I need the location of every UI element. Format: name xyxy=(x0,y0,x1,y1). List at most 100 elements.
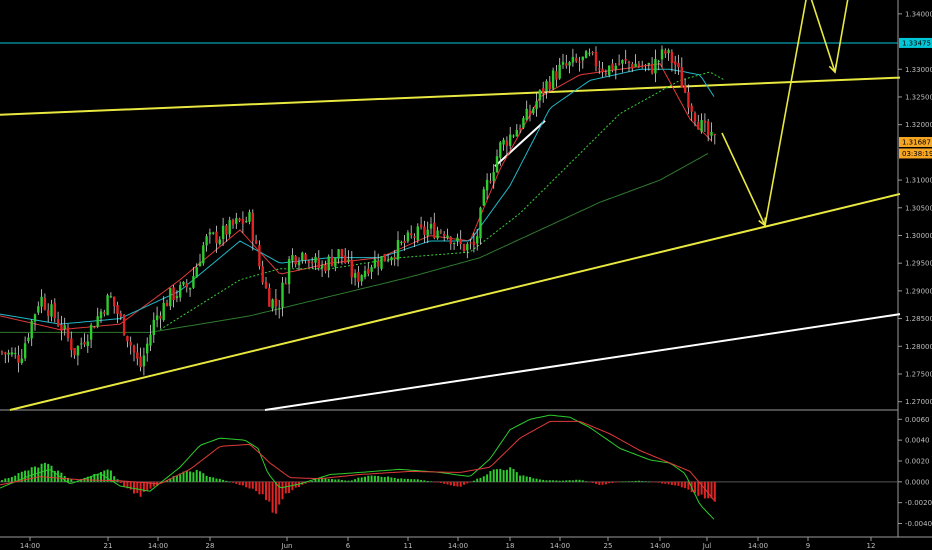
macd-histogram-bar xyxy=(192,472,195,482)
price-tick-label: 1.27000 xyxy=(905,398,932,406)
candle-body xyxy=(667,49,670,54)
candle-body xyxy=(165,302,169,307)
candle-body xyxy=(129,341,132,346)
macd-histogram-bar xyxy=(644,481,647,482)
macd-histogram-bar xyxy=(684,481,687,489)
candle-body xyxy=(30,320,33,339)
candle-body xyxy=(677,62,680,68)
candle-body xyxy=(380,256,383,269)
macd-histogram-bar xyxy=(317,478,320,482)
candle-body xyxy=(314,256,317,263)
candle-body xyxy=(443,233,446,237)
macd-histogram-bar xyxy=(248,481,251,489)
macd-histogram-bar xyxy=(449,481,452,486)
macd-histogram-bar xyxy=(340,480,343,482)
macd-histogram-bar xyxy=(469,481,472,483)
candle-body xyxy=(162,302,165,321)
candle-body xyxy=(561,61,565,65)
time-tick-label: 9 xyxy=(806,542,810,550)
macd-histogram-bar xyxy=(364,476,366,482)
macd-histogram-bar xyxy=(512,468,515,482)
candle-body xyxy=(535,101,538,110)
candle-body xyxy=(558,64,561,79)
candle-body xyxy=(466,244,469,251)
macd-histogram-bar xyxy=(565,480,568,482)
candle-body xyxy=(93,327,96,329)
macd-histogram-bar xyxy=(232,481,234,483)
candle-body xyxy=(512,135,515,137)
macd-histogram-bar xyxy=(238,481,241,486)
candle-body xyxy=(555,71,558,80)
macd-histogram-bar xyxy=(215,478,218,482)
macd-histogram-bar xyxy=(281,481,284,500)
macd-histogram-bar xyxy=(608,481,611,484)
macd-histogram-bar xyxy=(548,480,551,482)
candle-body xyxy=(433,222,436,239)
candle-body xyxy=(452,243,456,245)
macd-histogram-bar xyxy=(195,469,198,482)
price-tag xyxy=(899,137,932,148)
candle-body xyxy=(324,264,327,272)
candle-body xyxy=(330,256,334,266)
candle-body xyxy=(367,268,370,274)
macd-histogram-bar xyxy=(614,481,617,483)
macd-histogram-bar xyxy=(571,480,574,482)
candle-body xyxy=(23,343,27,359)
candle-body xyxy=(489,181,492,183)
candle-body xyxy=(254,240,258,244)
candle-body xyxy=(505,140,509,146)
trendline xyxy=(0,76,901,116)
candle-body xyxy=(83,342,86,345)
candle-body xyxy=(416,226,419,241)
candle-body xyxy=(311,261,314,264)
candle-body xyxy=(96,316,99,327)
candle-body xyxy=(231,219,235,225)
candle-body xyxy=(578,61,581,63)
macd-histogram-bar xyxy=(288,481,291,494)
candle-body xyxy=(159,316,162,319)
candle-body xyxy=(518,128,522,130)
candle-body xyxy=(337,249,340,259)
candle-body xyxy=(281,282,284,308)
macd-histogram-bar xyxy=(387,476,390,482)
candle-body xyxy=(654,59,657,74)
candle-body xyxy=(304,254,307,261)
macd-histogram-bar xyxy=(307,481,310,483)
price-tick-label: 1.30500 xyxy=(905,204,932,212)
candle-body xyxy=(10,352,14,355)
macd-histogram-bar xyxy=(430,481,432,482)
candle-body xyxy=(611,63,614,71)
candle-body xyxy=(106,295,109,316)
macd-histogram-bar xyxy=(182,471,185,482)
candle-body xyxy=(472,241,476,246)
candle-body xyxy=(426,229,429,236)
macd-histogram-bar xyxy=(208,476,211,482)
macd-histogram-bar xyxy=(311,480,314,482)
candle-body xyxy=(245,221,248,223)
macd-histogram-bar xyxy=(43,462,46,482)
candle-body xyxy=(169,288,172,307)
candle-body xyxy=(700,120,703,132)
candle-body xyxy=(710,131,713,136)
macd-histogram-bar xyxy=(245,481,248,488)
macd-histogram-bar xyxy=(482,476,485,482)
candle-body xyxy=(37,306,40,313)
candle-body xyxy=(436,230,439,239)
candle-body xyxy=(198,262,202,267)
macd-histogram-bar xyxy=(713,481,716,502)
macd-histogram-bar xyxy=(499,468,502,482)
macd-histogram-bar xyxy=(17,473,20,482)
candle-body xyxy=(287,259,291,285)
macd-histogram-bar xyxy=(172,476,175,482)
macd-histogram-bar xyxy=(113,476,116,482)
macd-histogram-bar xyxy=(70,479,73,482)
candle-body xyxy=(571,56,575,63)
time-tick-label: 14:00 xyxy=(448,542,468,550)
candle-body xyxy=(119,313,122,317)
candle-body xyxy=(353,273,357,278)
macd-histogram-bar xyxy=(439,481,442,483)
macd-tick-label: 0.0020 xyxy=(905,457,930,465)
macd-histogram-bar xyxy=(703,481,706,499)
candle-body xyxy=(89,324,93,340)
